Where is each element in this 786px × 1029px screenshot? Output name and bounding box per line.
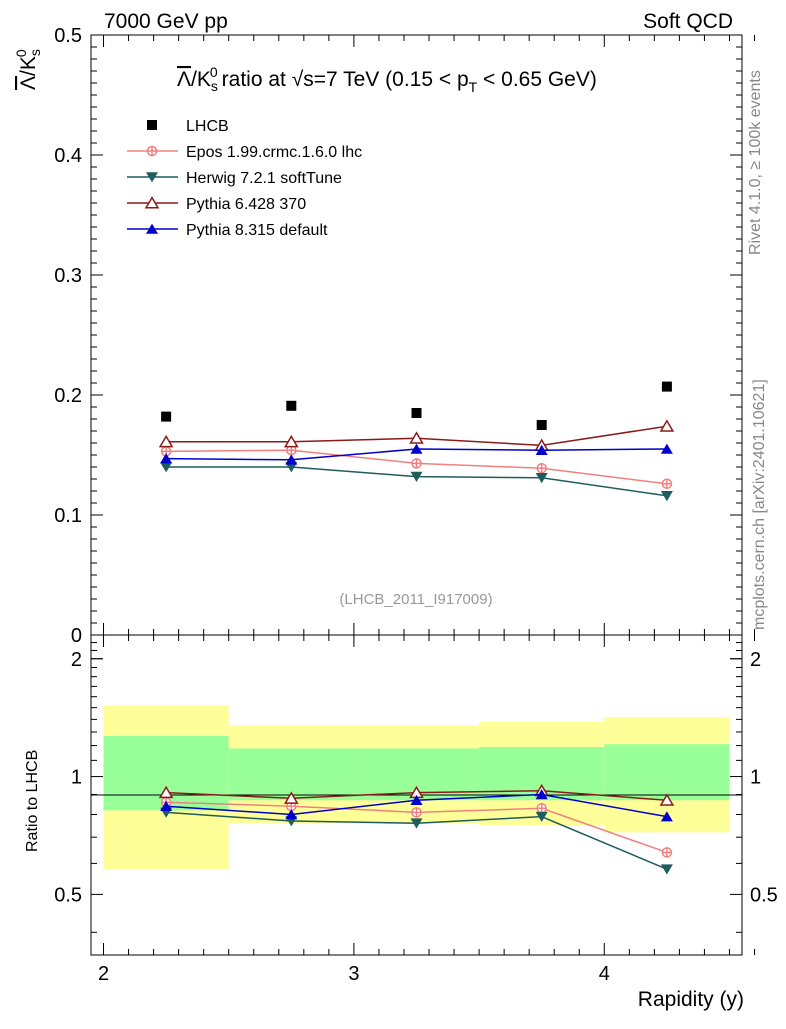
main-y-axis: 0 0.1 0.2 0.3 0.4 0.5 (54, 25, 742, 647)
ratio-y-tick-label: 0.5 (54, 884, 82, 906)
legend-item-epos-1-99-crmc-1-6-0-lhc: Epos 1.99.crmc.1.6.0 lhc (127, 144, 362, 161)
legend-item-lhcb: LHCB (147, 118, 229, 135)
main-y-tick-label: 0.1 (54, 505, 82, 527)
main-point-lhcb (536, 420, 547, 430)
ratio-y-axis: 0.5 0.5 1 1 2 2 (54, 642, 778, 933)
ratio-point-herwig-7-2-1-softtune (660, 864, 673, 875)
ratio-y-tick-label-right: 2 (750, 649, 761, 671)
ratio-y-axis-label: Ratio to LHCB (24, 750, 41, 852)
ratio-point-epos-1-99-crmc-1-6-0-lhc (536, 802, 547, 814)
main-point-pythia-6-428-370 (283, 434, 299, 448)
legend-label: Pythia 6.428 370 (186, 196, 306, 213)
title-lambda-bar: Λ (177, 68, 191, 91)
side-rivet-label: Rivet 4.1.0, ≥ 100k events (747, 70, 764, 255)
x-tick-label: 2 (98, 963, 109, 985)
main-point-epos-1-99-crmc-1-6-0-lhc (536, 462, 547, 474)
main-point-herwig-7-2-1-softtune (535, 473, 548, 484)
title-slash-k: /K (191, 68, 211, 91)
main-point-pythia-8-315-default (160, 453, 173, 464)
legend-label: Epos 1.99.crmc.1.6.0 lhc (186, 144, 362, 161)
ratio-point-pythia-6-428-370 (283, 791, 299, 804)
title-ratio-text: ratio at √s=7 TeV (0.15 < p (222, 68, 469, 91)
ylabel-lambda-bar: Λ (17, 76, 40, 90)
title-pt-sub: T (469, 79, 478, 95)
title-range-end: < 0.65 GeV) (477, 68, 597, 91)
main-point-lhcb (286, 400, 297, 411)
main-panel: 00.10.20.30.40.5 Λ/Ks0 ratio at √s=7 TeV … (13, 25, 756, 647)
main-point-pythia-8-315-default (535, 444, 548, 455)
ratio-point-pythia-8-315-default (160, 800, 173, 812)
legend: LHCB Epos 1.99.crmc.1.6.0 lhc Herwig 7.2.1… (127, 118, 362, 239)
legend-label: Pythia 8.315 default (186, 222, 328, 239)
legend-marker (147, 120, 157, 130)
x-tick-label: 3 (348, 963, 359, 985)
main-chart-title: Λ/Ks0 ratio at √s=7 TeV (0.15 < pT < 0.65… (177, 64, 597, 95)
header-energy-label: 7000 GeV pp (104, 10, 228, 33)
ratio-band-inner (604, 744, 730, 801)
legend-marker (146, 223, 158, 234)
main-y-axis-label: Λ/Ks0 (13, 49, 43, 90)
main-point-pythia-6-428-370 (409, 431, 424, 444)
ratio-point-herwig-7-2-1-softtune (535, 811, 548, 823)
main-point-pythia-6-428-370 (158, 434, 174, 448)
side-mcplots-label: mcplots.cern.ch [arXiv:2401.10621] (751, 379, 768, 630)
ratio-series-group (158, 783, 675, 875)
ratio-point-epos-1-99-crmc-1-6-0-lhc (661, 847, 673, 858)
ratio-y-tick-label-right: 1 (750, 767, 761, 789)
main-point-pythia-8-315-default (660, 443, 673, 454)
legend-marker (146, 172, 158, 183)
x-tick-label: 4 (599, 963, 610, 985)
title-k-sub: s (211, 78, 218, 94)
legend-marker (144, 196, 160, 209)
main-point-herwig-7-2-1-softtune (660, 491, 673, 502)
ratio-point-pythia-8-315-default (660, 811, 673, 822)
main-point-herwig-7-2-1-softtune (285, 462, 298, 473)
ratio-point-pythia-8-315-default (285, 809, 298, 820)
ylabel-k-sup: 0 (13, 49, 29, 57)
analysis-tag: (LHCB_2011_I917009) (339, 591, 492, 608)
main-x-ticks (103, 35, 756, 635)
legend-item-pythia-8-315-default: Pythia 8.315 default (127, 222, 328, 239)
legend-marker (146, 145, 158, 157)
legend-item-herwig-7-2-1-softtune: Herwig 7.2.1 softTune (127, 170, 342, 187)
main-point-pythia-8-315-default (285, 454, 298, 465)
legend-label: LHCB (186, 118, 229, 135)
ratio-y-tick-label: 1 (71, 767, 82, 789)
main-point-herwig-7-2-1-softtune (410, 471, 423, 482)
main-point-lhcb (411, 408, 422, 418)
ratio-y-tick-label-right: 0.5 (750, 884, 778, 906)
title-k-sup: 0 (210, 64, 218, 80)
ratio-x-axis: 2 3 4 (98, 635, 756, 985)
ratio-point-epos-1-99-crmc-1-6-0-lhc (411, 807, 422, 818)
main-y-tick-label: 0.4 (54, 145, 82, 167)
ratio-point-pythia-8-315-default (410, 794, 423, 806)
main-series-group (158, 381, 675, 502)
ratio-point-herwig-7-2-1-softtune (410, 818, 423, 829)
main-y-tick-label: 0.3 (54, 265, 82, 287)
x-axis-label: Rapidity (y) (638, 988, 744, 1011)
legend-item-pythia-6-428-370: Pythia 6.428 370 (127, 196, 306, 213)
main-point-lhcb (661, 381, 672, 392)
ratio-plot-frame (90, 634, 743, 956)
main-y-tick-label: 0.2 (54, 385, 82, 407)
ratio-point-pythia-8-315-default (535, 789, 548, 800)
main-point-pythia-8-315-default (410, 443, 423, 454)
legend-label: Herwig 7.2.1 softTune (186, 170, 342, 187)
main-y-tick-label: 0.5 (54, 25, 82, 47)
main-point-epos-1-99-crmc-1-6-0-lhc (411, 458, 422, 469)
ratio-y-tick-label: 2 (71, 649, 82, 671)
main-y-tick-label: 0 (71, 625, 82, 647)
main-point-pythia-6-428-370 (659, 419, 675, 432)
ratio-point-pythia-6-428-370 (659, 793, 675, 806)
ylabel-k-sub: s (27, 49, 43, 56)
main-point-herwig-7-2-1-softtune (160, 462, 173, 473)
header-category-label: Soft QCD (643, 10, 733, 33)
ratio-panel: 0.5 0.5 1 1 2 2 2 3 4 Ratio to LHCB Rapidity (y… (24, 634, 778, 1011)
main-point-lhcb (161, 411, 172, 422)
ratio-point-pythia-6-428-370 (158, 785, 174, 799)
ylabel-slash-k: /K (17, 56, 40, 76)
main-point-epos-1-99-crmc-1-6-0-lhc (661, 478, 673, 490)
